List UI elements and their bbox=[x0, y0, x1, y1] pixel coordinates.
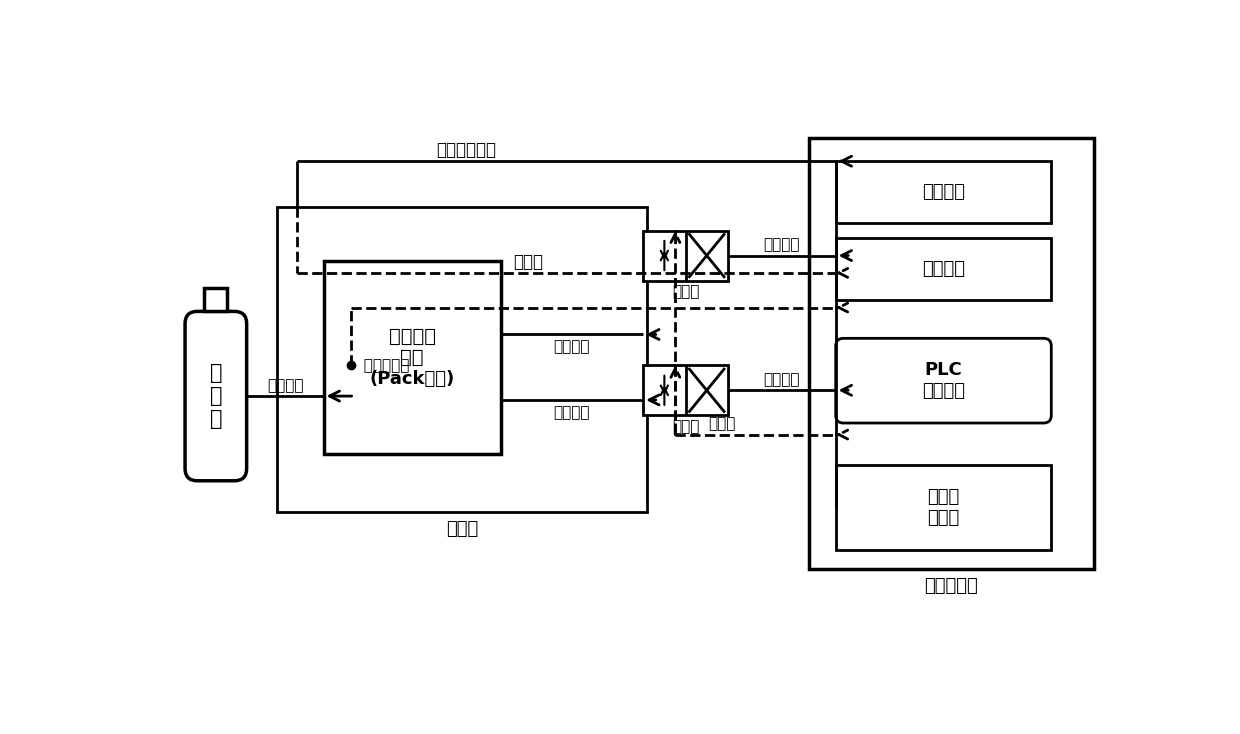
Text: 电气控制柜: 电气控制柜 bbox=[924, 577, 978, 595]
Text: 电磁阀: 电磁阀 bbox=[672, 419, 699, 435]
Bar bbox=[836, 239, 1052, 299]
Bar bbox=[324, 261, 501, 454]
FancyBboxPatch shape bbox=[836, 338, 1052, 423]
Text: 氦气检漏管路: 氦气检漏管路 bbox=[436, 142, 496, 159]
Text: 氦
气
瓶: 氦 气 瓶 bbox=[210, 363, 222, 429]
Text: 抽气管路: 抽气管路 bbox=[764, 237, 800, 252]
Text: 压力传感器: 压力传感器 bbox=[355, 357, 410, 373]
Text: 真空筱: 真空筱 bbox=[446, 520, 479, 537]
Text: 抽气管路: 抽气管路 bbox=[764, 372, 800, 387]
Text: 传感线: 传感线 bbox=[512, 253, 543, 271]
Text: (Pack产品): (Pack产品) bbox=[370, 370, 455, 388]
Bar bbox=[644, 366, 728, 415]
Text: 控制线: 控制线 bbox=[708, 416, 735, 432]
Text: 抽气泵组: 抽气泵组 bbox=[923, 260, 965, 278]
Text: 电池系统: 电池系统 bbox=[388, 327, 435, 346]
Text: 筱体: 筱体 bbox=[401, 348, 424, 367]
Text: 电磁阀: 电磁阀 bbox=[672, 285, 699, 299]
FancyBboxPatch shape bbox=[185, 311, 247, 481]
Text: 充气管路: 充气管路 bbox=[267, 378, 304, 393]
Bar bbox=[836, 465, 1052, 550]
Bar bbox=[836, 161, 1052, 223]
Bar bbox=[644, 230, 728, 280]
Text: 抽气管路: 抽气管路 bbox=[554, 339, 590, 355]
Text: 抽气泵组: 抽气泵组 bbox=[923, 183, 965, 201]
Text: 氦质谱
检漏件: 氦质谱 检漏件 bbox=[928, 488, 960, 527]
Text: PLC
控制单元: PLC 控制单元 bbox=[923, 361, 965, 400]
Bar bbox=[278, 208, 647, 512]
Bar bbox=[205, 288, 227, 311]
Bar bbox=[808, 138, 1094, 570]
Text: 抽气管路: 抽气管路 bbox=[554, 404, 590, 420]
